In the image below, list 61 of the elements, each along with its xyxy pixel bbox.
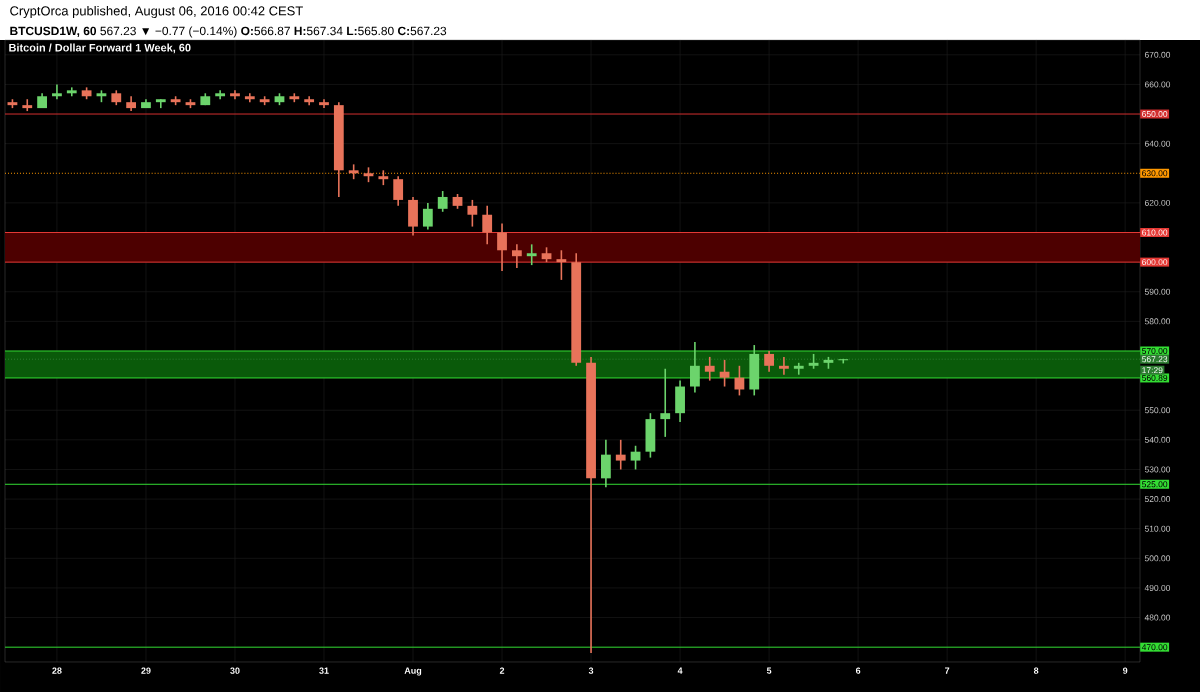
candlestick bbox=[615, 439, 626, 471]
candlestick bbox=[556, 249, 567, 281]
ref-line-label: 630.00 bbox=[1142, 170, 1168, 177]
candlestick bbox=[704, 356, 715, 382]
candlestick bbox=[779, 356, 789, 376]
candlestick bbox=[719, 359, 730, 388]
candlestick bbox=[437, 190, 448, 213]
candlestick bbox=[52, 83, 62, 101]
y-tick-label: 660.00 bbox=[1144, 81, 1171, 88]
candlestick bbox=[526, 243, 537, 266]
candlestick bbox=[497, 222, 507, 272]
x-tick-label: 4 bbox=[677, 667, 683, 674]
y-tick-label: 490.00 bbox=[1144, 584, 1171, 591]
candlestick bbox=[393, 175, 404, 207]
x-tick-label: 5 bbox=[766, 667, 772, 674]
x-tick-label: 9 bbox=[1122, 667, 1128, 674]
x-tick-label: 28 bbox=[52, 667, 62, 674]
y-tick-label: 520.00 bbox=[1144, 496, 1171, 503]
candlestick bbox=[793, 362, 804, 376]
candlestick bbox=[422, 202, 433, 231]
candlestick bbox=[690, 341, 700, 394]
y-tick-label: 590.00 bbox=[1144, 288, 1171, 295]
y-tick-label: 500.00 bbox=[1144, 555, 1171, 562]
y-tick-label: 510.00 bbox=[1144, 525, 1171, 532]
x-tick-label: 6 bbox=[855, 667, 861, 674]
ref-line-label: 610.00 bbox=[1142, 229, 1168, 236]
ref-line-label: 650.00 bbox=[1142, 111, 1168, 118]
candlestick bbox=[467, 199, 478, 228]
ref-line-label: 470.00 bbox=[1141, 644, 1168, 651]
candlestick bbox=[482, 205, 493, 246]
ref-line-label: 570.00 bbox=[1142, 347, 1168, 354]
x-tick-label: Aug bbox=[404, 667, 422, 676]
x-tick-label: 7 bbox=[945, 667, 950, 674]
x-tick-label: 31 bbox=[319, 667, 329, 674]
ref-line-label: 600.00 bbox=[1142, 259, 1168, 266]
y-tick-label: 540.00 bbox=[1144, 436, 1171, 443]
ref-line-label: 525.00 bbox=[1142, 481, 1168, 488]
candlestick bbox=[22, 98, 33, 112]
candlestick bbox=[511, 243, 522, 269]
text: BTCUSD1W, 60 567.23 ▼ −0.77 (−0.14%) O:566.87 H:567.34 L:565.80 C:567.23 bbox=[10, 26, 447, 38]
candlestick bbox=[600, 439, 611, 489]
text: 17:29 bbox=[1142, 367, 1163, 374]
text: CryptOrca published, August 06, 2016 00:42 CEST bbox=[10, 5, 303, 19]
ref-line-label: 567.23 bbox=[1142, 356, 1168, 363]
x-tick-label: 2 bbox=[499, 667, 505, 674]
x-tick-label: 8 bbox=[1033, 667, 1039, 674]
y-tick-label: 670.00 bbox=[1144, 51, 1171, 58]
ref-line-label: 560.89 bbox=[1142, 374, 1168, 381]
y-tick-label: 620.00 bbox=[1144, 199, 1171, 206]
y-tick-label: 550.00 bbox=[1144, 407, 1171, 414]
chart-title: Bitcoin / Dollar Forward 1 Week, 60 bbox=[9, 43, 191, 54]
x-tick-label: 29 bbox=[141, 667, 151, 674]
candlestick bbox=[630, 444, 641, 471]
x-tick-label: 3 bbox=[588, 667, 594, 674]
candlestick bbox=[764, 350, 774, 373]
y-tick-label: 580.00 bbox=[1144, 318, 1171, 325]
y-tick-label: 480.00 bbox=[1144, 614, 1171, 621]
candlestick bbox=[660, 367, 671, 438]
y-tick-label: 530.00 bbox=[1144, 466, 1171, 473]
x-tick-label: 30 bbox=[230, 667, 240, 674]
y-tick-label: 640.00 bbox=[1144, 140, 1171, 147]
